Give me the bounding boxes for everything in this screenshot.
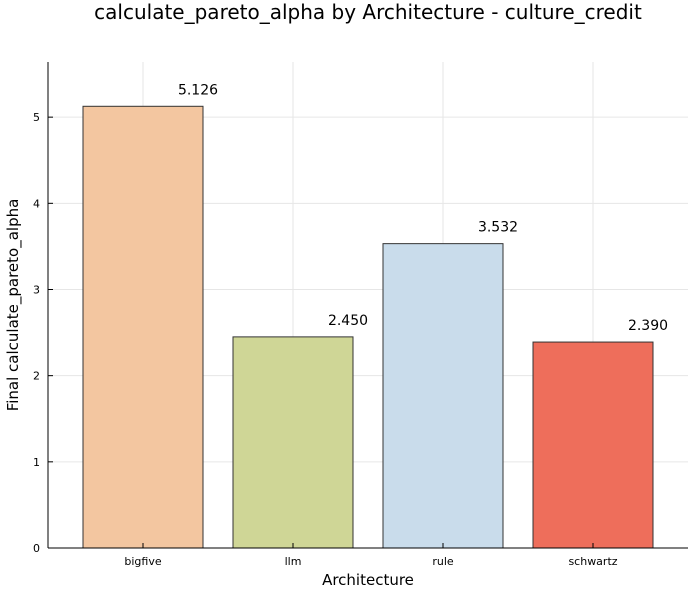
- x-tick-label-bigfive: bigfive: [124, 555, 161, 568]
- y-tick-label: 4: [33, 197, 40, 210]
- y-tick-label: 0: [33, 542, 40, 555]
- data-label-bigfive: 5.126: [178, 82, 218, 98]
- x-tick-label-rule: rule: [432, 555, 454, 568]
- x-ticks: bigfive llm rule schwartz: [124, 543, 618, 568]
- data-label-schwartz: 2.390: [628, 318, 668, 334]
- y-axis-label: Final calculate_pareto_alpha: [4, 199, 23, 412]
- x-tick-label-llm: llm: [285, 555, 302, 568]
- data-label-llm: 2.450: [328, 313, 368, 329]
- y-tick-label: 1: [33, 456, 40, 469]
- chart-title: calculate_pareto_alpha by Architecture -…: [94, 0, 642, 24]
- bar-rule: [382, 243, 504, 549]
- x-axis-label: Architecture: [322, 571, 414, 589]
- y-ticks: 0 1 2 3 4 5: [33, 111, 53, 555]
- bar-bigfive: [82, 105, 204, 549]
- y-tick-label: 5: [33, 111, 40, 124]
- y-tick-label: 3: [33, 283, 40, 296]
- y-tick-label: 2: [33, 370, 40, 383]
- data-labels: 5.126 2.450 3.532 2.390: [178, 82, 668, 334]
- axes: [47, 62, 688, 549]
- bar-llm: [232, 336, 354, 549]
- x-tick-label-schwartz: schwartz: [568, 555, 617, 568]
- data-label-rule: 3.532: [478, 220, 518, 236]
- bar-schwartz: [532, 341, 654, 549]
